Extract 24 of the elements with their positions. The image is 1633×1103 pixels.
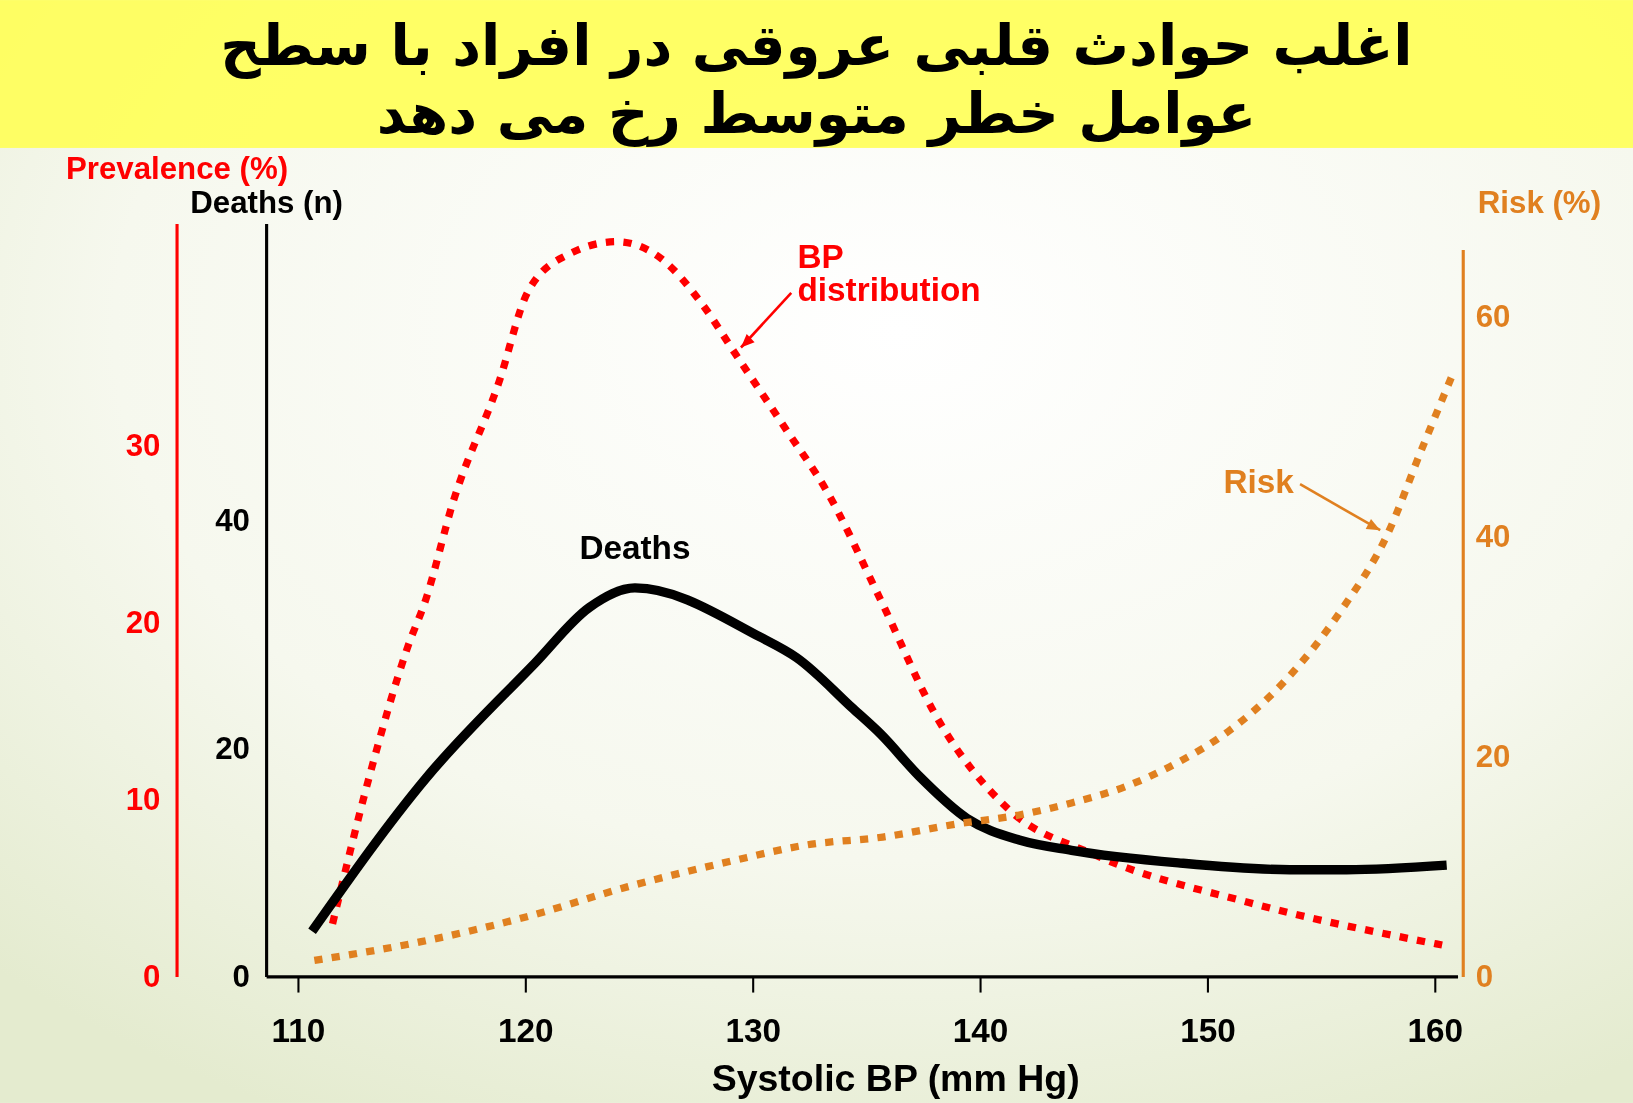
chart-title: اغلب حوادث قلبی عروقی در افراد با سطح عوامل خطر متوسط رخ می دهد: [220, 12, 1413, 148]
y3-tick-label: 60: [1475, 298, 1511, 334]
series-label: Deaths: [579, 528, 691, 566]
y-tick-label: 0: [143, 959, 161, 995]
y3-axis-title: Risk (%): [1477, 184, 1602, 220]
y2-tick-label: 20: [215, 731, 250, 767]
y-tick-label: 20: [125, 605, 161, 641]
y3-tick-label: 20: [1475, 739, 1511, 775]
y-axis-title: Prevalence (%): [65, 151, 289, 187]
x-tick-label: 140: [952, 1011, 1009, 1049]
text: Risk: [1223, 462, 1295, 500]
x-tick-label: 130: [725, 1011, 781, 1049]
x-tick-label: 120: [498, 1011, 554, 1049]
x-tick-label: 110: [271, 1011, 326, 1049]
x-axis-title: Systolic BP (mm Hg): [711, 1057, 1080, 1100]
y-tick-label: 10: [125, 782, 161, 818]
x-tick-label: 150: [1180, 1011, 1236, 1049]
y-tick-label: 30: [125, 427, 161, 463]
text: BP distribution: [797, 237, 981, 309]
y2-tick-label: 0: [232, 959, 250, 995]
y2-tick-label: 40: [215, 503, 250, 539]
y3-tick-label: 0: [1475, 959, 1494, 995]
x-tick-label: 160: [1407, 1011, 1464, 1049]
y3-tick-label: 40: [1475, 518, 1511, 554]
